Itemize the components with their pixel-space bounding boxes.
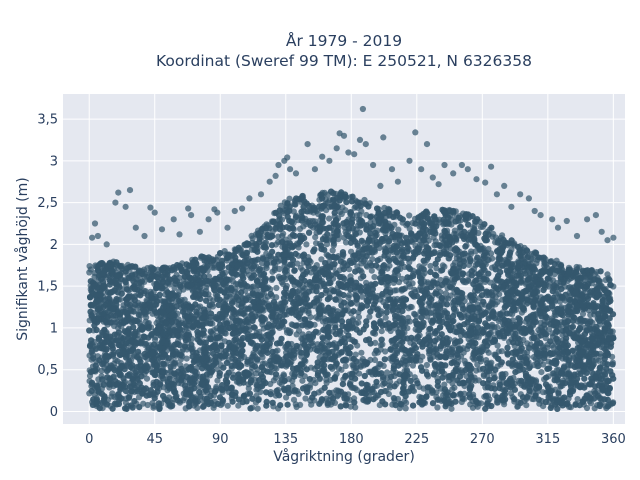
data-point: [253, 370, 260, 377]
data-point: [100, 381, 107, 389]
data-point: [294, 260, 301, 267]
data-point: [358, 293, 366, 300]
data-point: [277, 202, 284, 209]
data-point: [380, 362, 387, 369]
data-point: [273, 294, 280, 301]
scatter-points: [86, 105, 617, 412]
data-point: [274, 347, 281, 354]
data-point: [210, 327, 217, 334]
data-point: [235, 402, 242, 409]
data-point: [296, 225, 304, 232]
data-point: [214, 377, 221, 384]
data-point: [302, 395, 309, 402]
data-point: [378, 328, 385, 335]
data-point: [356, 370, 363, 377]
data-point: [307, 314, 314, 321]
data-point: [318, 256, 325, 263]
data-point: [329, 247, 336, 254]
data-point: [423, 361, 430, 369]
data-point: [224, 402, 231, 409]
data-point: [299, 377, 306, 384]
data-point: [366, 313, 373, 320]
data-point: [312, 380, 319, 387]
data-point: [406, 212, 413, 219]
data-point: [358, 349, 365, 356]
data-point: [369, 256, 376, 263]
data-point: [86, 390, 93, 397]
chart-title: År 1979 - 2019: [286, 31, 402, 50]
data-point: [402, 405, 409, 412]
data-point: [427, 262, 434, 270]
data-point: [493, 323, 500, 331]
data-point: [539, 389, 547, 396]
data-point: [210, 404, 217, 411]
data-point: [371, 274, 378, 281]
data-point: [442, 290, 449, 297]
data-point: [342, 239, 350, 246]
data-point: [263, 250, 270, 257]
data-point: [434, 404, 441, 411]
data-point: [579, 310, 587, 317]
data-point: [358, 208, 365, 215]
data-point: [303, 241, 310, 248]
data-point: [368, 267, 375, 274]
data-point: [312, 234, 319, 241]
data-point: [377, 341, 384, 348]
data-point: [384, 369, 391, 376]
data-point: [573, 263, 580, 271]
data-point: [413, 313, 420, 320]
data-point: [538, 369, 545, 376]
data-point: [495, 348, 502, 355]
data-point: [428, 309, 435, 316]
data-point: [98, 367, 105, 374]
data-point: [378, 336, 385, 343]
data-point: [248, 284, 255, 291]
data-point: [280, 230, 287, 237]
data-point: [363, 262, 370, 269]
data-point: [273, 284, 280, 292]
chart-subtitle: Koordinat (Sweref 99 TM): E 250521, N 63…: [156, 52, 532, 70]
data-point: [283, 394, 290, 401]
data-point: [604, 271, 611, 278]
data-point: [326, 215, 333, 222]
data-point: [451, 384, 458, 391]
data-point: [448, 405, 455, 412]
data-point: [127, 357, 135, 364]
data-point: [347, 403, 354, 410]
data-point: [411, 374, 418, 381]
